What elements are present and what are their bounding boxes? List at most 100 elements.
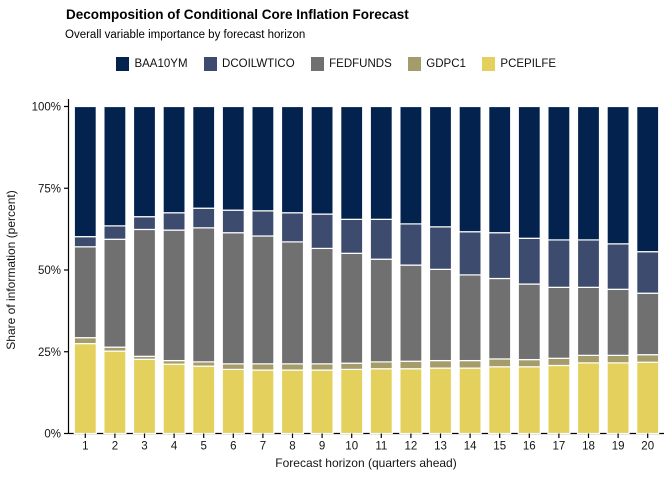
bar-segment-fedfunds bbox=[162, 229, 186, 362]
bar-segment-pcepilfe bbox=[132, 358, 157, 435]
x-tick-label: 14 bbox=[464, 441, 477, 453]
bar-segment-baa10ym bbox=[103, 105, 127, 227]
bar-segment-fedfunds bbox=[310, 247, 334, 365]
bar-segment-baa10ym bbox=[369, 105, 393, 220]
bar-segment-dcoilwtico bbox=[162, 212, 186, 231]
bar-segment-pcepilfe bbox=[251, 369, 275, 435]
bar-segment-fedfunds bbox=[73, 246, 97, 339]
x-tick-label: 4 bbox=[171, 441, 178, 453]
y-tick-label: 75% bbox=[38, 183, 61, 195]
bar-segment-baa10ym bbox=[458, 105, 482, 233]
x-tick-label: 15 bbox=[493, 441, 506, 453]
bar-segment-baa10ym bbox=[636, 105, 660, 253]
bar-segment-baa10ym bbox=[606, 105, 630, 245]
legend-item-pcepilfe: PCEPILFE bbox=[481, 57, 557, 71]
bar-segment-pcepilfe bbox=[369, 368, 393, 435]
bar-segment-baa10ym bbox=[399, 105, 423, 225]
legend-swatch-icon bbox=[481, 57, 496, 71]
bar-segment-fedfunds bbox=[192, 227, 216, 363]
bar-segment-pcepilfe bbox=[428, 367, 453, 435]
bar-segment-dcoilwtico bbox=[132, 216, 157, 231]
bar-segment-pcepilfe bbox=[162, 363, 186, 435]
bar-segment-dcoilwtico bbox=[428, 226, 453, 270]
bar-segment-fedfunds bbox=[458, 274, 482, 362]
x-tick-label: 13 bbox=[434, 441, 447, 453]
bar-segment-dcoilwtico bbox=[547, 239, 571, 288]
bar-segment-dcoilwtico bbox=[636, 251, 660, 294]
bar-segment-dcoilwtico bbox=[280, 212, 305, 243]
bar-segment-fedfunds bbox=[132, 228, 157, 357]
bar-segment-pcepilfe bbox=[221, 368, 245, 435]
bar-segment-fedfunds bbox=[517, 283, 541, 361]
bar-segment-dcoilwtico bbox=[399, 223, 423, 266]
bar-segment-fedfunds bbox=[340, 252, 364, 364]
legend-label: FEDFUNDS bbox=[329, 57, 392, 70]
bar-segment-gdpc1 bbox=[428, 359, 453, 369]
x-tick-label: 18 bbox=[582, 441, 595, 453]
x-tick-label: 20 bbox=[641, 441, 654, 453]
bar-segment-baa10ym bbox=[132, 105, 157, 218]
bar-segment-fedfunds bbox=[428, 268, 453, 362]
bar-segment-dcoilwtico bbox=[192, 207, 216, 229]
x-tick-label: 8 bbox=[289, 441, 295, 453]
bar-segment-gdpc1 bbox=[369, 361, 393, 370]
bar-segment-baa10ym bbox=[162, 105, 186, 214]
bar-segment-dcoilwtico bbox=[73, 236, 97, 248]
bar-segment-gdpc1 bbox=[399, 360, 423, 370]
bar-segment-dcoilwtico bbox=[221, 209, 245, 234]
x-tick-label: 11 bbox=[375, 441, 387, 453]
x-tick-label: 17 bbox=[553, 441, 566, 453]
x-tick-label: 1 bbox=[82, 441, 88, 453]
bar-segment-baa10ym bbox=[251, 105, 275, 212]
legend-swatch-icon bbox=[407, 57, 422, 71]
legend-label: BAA10YM bbox=[134, 57, 188, 70]
bar-segment-baa10ym bbox=[428, 105, 453, 228]
bar-segment-pcepilfe bbox=[73, 342, 97, 435]
legend-item-fedfunds: FEDFUNDS bbox=[310, 57, 392, 71]
bar-segment-fedfunds bbox=[103, 238, 127, 348]
bar-segment-dcoilwtico bbox=[606, 243, 630, 290]
legend-swatch-icon bbox=[310, 57, 325, 71]
chart-title: Decomposition of Conditional Core Inflat… bbox=[66, 7, 409, 22]
legend-label: GDPC1 bbox=[426, 57, 466, 70]
bar-segment-baa10ym bbox=[340, 105, 364, 220]
bar-segment-fedfunds bbox=[636, 292, 660, 356]
plot-area: 0%25%50%75%100%1 2 3 4 5 6 7 8 9 10 11 12 13 14 15 16 17… bbox=[32, 99, 664, 453]
y-tick-label: 25% bbox=[38, 347, 61, 359]
bar-segment-gdpc1 bbox=[576, 354, 601, 364]
bar-segment-gdpc1 bbox=[340, 362, 364, 371]
bar-segment-gdpc1 bbox=[221, 363, 245, 371]
bar-segment-dcoilwtico bbox=[488, 232, 512, 280]
legend: BAA10YM DCOILWTICO FEDFUNDS GDPC1 PCEPILFE bbox=[0, 57, 672, 71]
bar-segment-baa10ym bbox=[310, 105, 334, 215]
bar-segment-baa10ym bbox=[192, 105, 216, 209]
bar-segment-baa10ym bbox=[280, 105, 305, 214]
x-tick-label: 7 bbox=[260, 441, 266, 453]
bar-segment-dcoilwtico bbox=[517, 237, 541, 285]
legend-label: DCOILWTICO bbox=[222, 57, 295, 70]
bar-segment-fedfunds bbox=[576, 286, 601, 356]
bar-segment-fedfunds bbox=[369, 258, 393, 363]
bar-segment-fedfunds bbox=[606, 288, 630, 356]
bar-segment-baa10ym bbox=[517, 105, 541, 239]
bar-segment-pcepilfe bbox=[280, 369, 305, 435]
bar-segment-gdpc1 bbox=[192, 361, 216, 367]
bar-segment-pcepilfe bbox=[340, 368, 364, 435]
bar-segment-dcoilwtico bbox=[458, 231, 482, 276]
legend-item-dcoilwtico: DCOILWTICO bbox=[203, 57, 295, 71]
bar-segment-gdpc1 bbox=[517, 358, 541, 368]
bar-segment-fedfunds bbox=[488, 277, 512, 360]
y-axis-title: Share of information (percent) bbox=[4, 190, 18, 349]
bar-segment-gdpc1 bbox=[310, 363, 334, 371]
bar-segment-baa10ym bbox=[73, 105, 97, 238]
bar-segment-fedfunds bbox=[547, 286, 571, 359]
bar-segment-pcepilfe bbox=[310, 369, 334, 435]
legend-item-gdpc1: GDPC1 bbox=[407, 57, 466, 71]
bar-segment-baa10ym bbox=[576, 105, 601, 241]
x-tick-label: 16 bbox=[523, 441, 536, 453]
legend-label: PCEPILFE bbox=[500, 57, 557, 70]
bar-segment-pcepilfe bbox=[636, 361, 660, 435]
bar-segment-pcepilfe bbox=[458, 367, 482, 435]
